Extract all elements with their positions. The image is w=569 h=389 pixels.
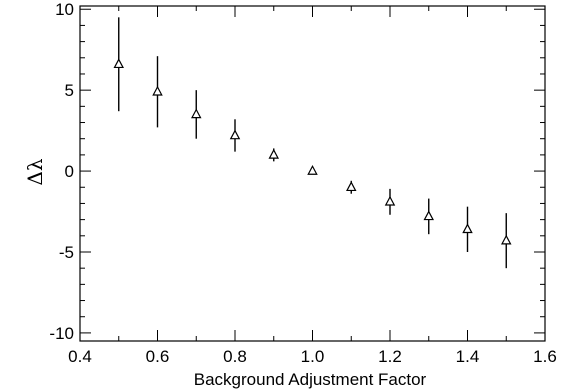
data-point-marker bbox=[346, 181, 357, 192]
data-point-marker bbox=[423, 210, 434, 221]
x-tick-label: 1.4 bbox=[456, 347, 480, 366]
data-point-marker bbox=[384, 195, 396, 206]
x-tick-label: 1.2 bbox=[378, 347, 402, 366]
data-point-marker bbox=[268, 148, 279, 159]
data-point-marker bbox=[152, 85, 163, 96]
data-point-marker bbox=[229, 129, 241, 140]
data-point-marker bbox=[307, 164, 318, 175]
data-point-marker bbox=[462, 223, 473, 234]
data-point-marker bbox=[501, 234, 512, 245]
y-tick-label: 5 bbox=[65, 81, 74, 100]
data-points bbox=[113, 17, 512, 269]
y-tick-label: 10 bbox=[55, 0, 74, 19]
y-tick-label: 0 bbox=[65, 162, 74, 181]
x-tick-label: 0.6 bbox=[146, 347, 170, 366]
x-tick-label: 1.6 bbox=[533, 347, 557, 366]
y-tick-label: -10 bbox=[49, 324, 74, 343]
x-axis-ticks: 0.4 0.6 0.8 1.0 1.2 1.4 1.6 bbox=[68, 6, 557, 366]
y-tick-label: -5 bbox=[59, 243, 74, 262]
y-axis-ticks: -10 -5 0 5 10 bbox=[49, 0, 545, 343]
x-tick-label: 0.8 bbox=[223, 347, 247, 366]
data-point-marker bbox=[113, 58, 124, 69]
data-point-marker bbox=[191, 108, 202, 119]
x-tick-label: 0.4 bbox=[68, 347, 92, 366]
y-axis-label: Δλ bbox=[23, 158, 47, 185]
x-axis-label: Background Adjustment Factor bbox=[194, 370, 427, 389]
x-tick-label: 1.0 bbox=[301, 347, 325, 366]
